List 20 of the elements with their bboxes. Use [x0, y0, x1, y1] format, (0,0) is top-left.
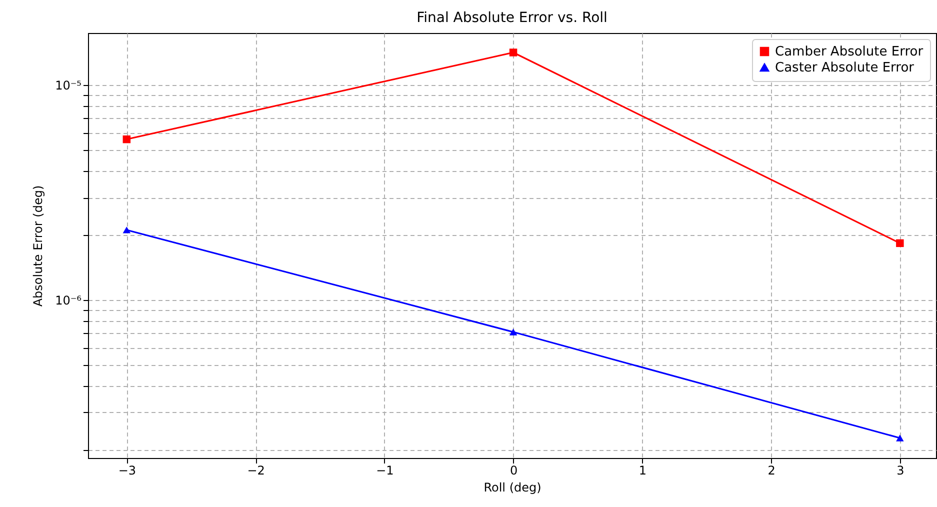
y-tick-label: 10⁻⁶ — [55, 294, 82, 308]
x-axis-title: Roll (deg) — [484, 480, 542, 494]
x-tick-label: 1 — [638, 464, 646, 478]
point — [896, 239, 904, 248]
chart-title: Final Absolute Error vs. Roll — [416, 10, 608, 26]
legend-label: Camber Absolute Error — [775, 44, 924, 60]
point — [896, 434, 904, 442]
x-tick-label: −2 — [247, 464, 265, 478]
legend-label: Caster Absolute Error — [775, 60, 915, 76]
x-tick-label: −3 — [118, 464, 136, 478]
x-tick-label: −1 — [376, 464, 394, 478]
x-tick-label: 3 — [896, 464, 904, 478]
x-tick-label: 0 — [510, 464, 518, 478]
point — [122, 135, 131, 144]
point — [509, 48, 518, 56]
point — [509, 328, 518, 336]
y-axis-title: Absolute Error (deg) — [31, 185, 46, 307]
point — [122, 226, 131, 234]
x-tick-label: 2 — [768, 464, 776, 478]
y-tick-label: 10⁻⁵ — [55, 78, 82, 93]
